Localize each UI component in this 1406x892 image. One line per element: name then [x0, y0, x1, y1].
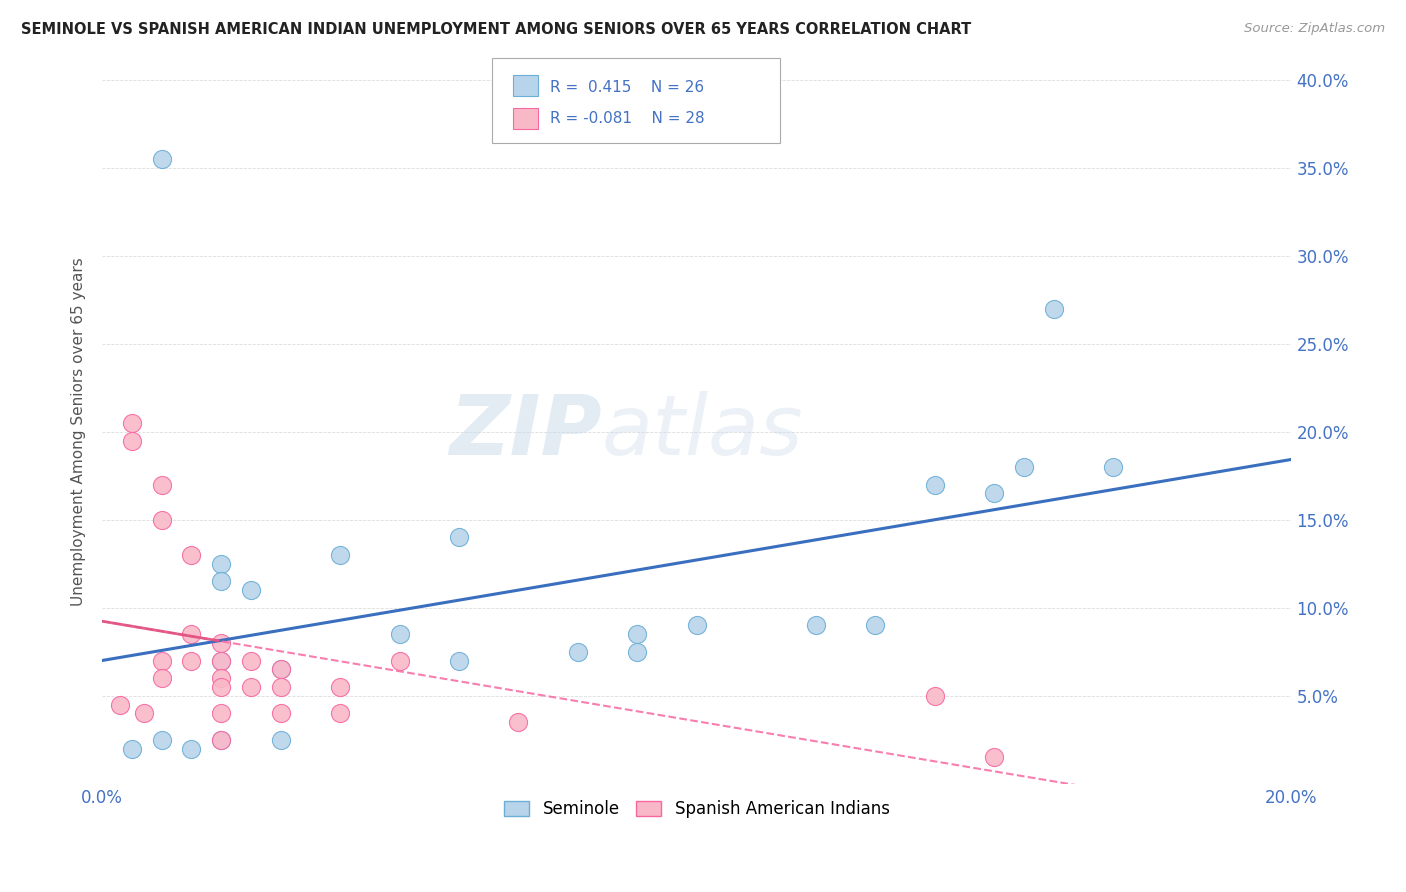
Point	[209, 654, 232, 668]
Point	[270, 662, 292, 676]
Point	[239, 583, 262, 598]
Point	[209, 636, 232, 650]
Point	[209, 557, 232, 571]
Point	[626, 645, 648, 659]
Point	[270, 706, 292, 721]
Point	[150, 654, 173, 668]
Point	[329, 548, 352, 562]
Point	[150, 671, 173, 685]
Point	[150, 513, 173, 527]
Point	[209, 706, 232, 721]
Point	[239, 654, 262, 668]
Point	[239, 680, 262, 694]
Point	[329, 706, 352, 721]
Text: atlas: atlas	[602, 392, 803, 473]
Text: ZIP: ZIP	[449, 392, 602, 473]
Point	[686, 618, 709, 632]
Point	[924, 689, 946, 703]
Point	[270, 680, 292, 694]
Point	[209, 732, 232, 747]
Point	[180, 627, 202, 641]
Text: Source: ZipAtlas.com: Source: ZipAtlas.com	[1244, 22, 1385, 36]
Legend: Seminole, Spanish American Indians: Seminole, Spanish American Indians	[498, 793, 896, 825]
Y-axis label: Unemployment Among Seniors over 65 years: Unemployment Among Seniors over 65 years	[72, 258, 86, 607]
Point	[180, 741, 202, 756]
Point	[329, 680, 352, 694]
Text: SEMINOLE VS SPANISH AMERICAN INDIAN UNEMPLOYMENT AMONG SENIORS OVER 65 YEARS COR: SEMINOLE VS SPANISH AMERICAN INDIAN UNEM…	[21, 22, 972, 37]
Point	[150, 152, 173, 166]
Text: R = -0.081    N = 28: R = -0.081 N = 28	[550, 112, 704, 126]
Point	[567, 645, 589, 659]
Point	[209, 671, 232, 685]
Point	[121, 741, 143, 756]
Point	[121, 434, 143, 448]
Point	[270, 732, 292, 747]
Point	[121, 416, 143, 430]
Point	[209, 680, 232, 694]
Point	[209, 574, 232, 589]
Point	[209, 654, 232, 668]
Point	[447, 654, 470, 668]
Point	[447, 530, 470, 544]
Point	[924, 477, 946, 491]
Point	[150, 477, 173, 491]
Point	[270, 662, 292, 676]
Point	[108, 698, 131, 712]
Point	[132, 706, 155, 721]
Point	[388, 654, 411, 668]
Point	[209, 732, 232, 747]
Point	[180, 548, 202, 562]
Point	[983, 750, 1005, 764]
Point	[863, 618, 886, 632]
Point	[1102, 460, 1125, 475]
Point	[180, 654, 202, 668]
Point	[983, 486, 1005, 500]
Point	[508, 715, 530, 730]
Point	[388, 627, 411, 641]
Point	[150, 732, 173, 747]
Text: R =  0.415    N = 26: R = 0.415 N = 26	[550, 80, 704, 95]
Point	[626, 627, 648, 641]
Point	[1042, 301, 1064, 316]
Point	[804, 618, 827, 632]
Point	[1012, 460, 1035, 475]
